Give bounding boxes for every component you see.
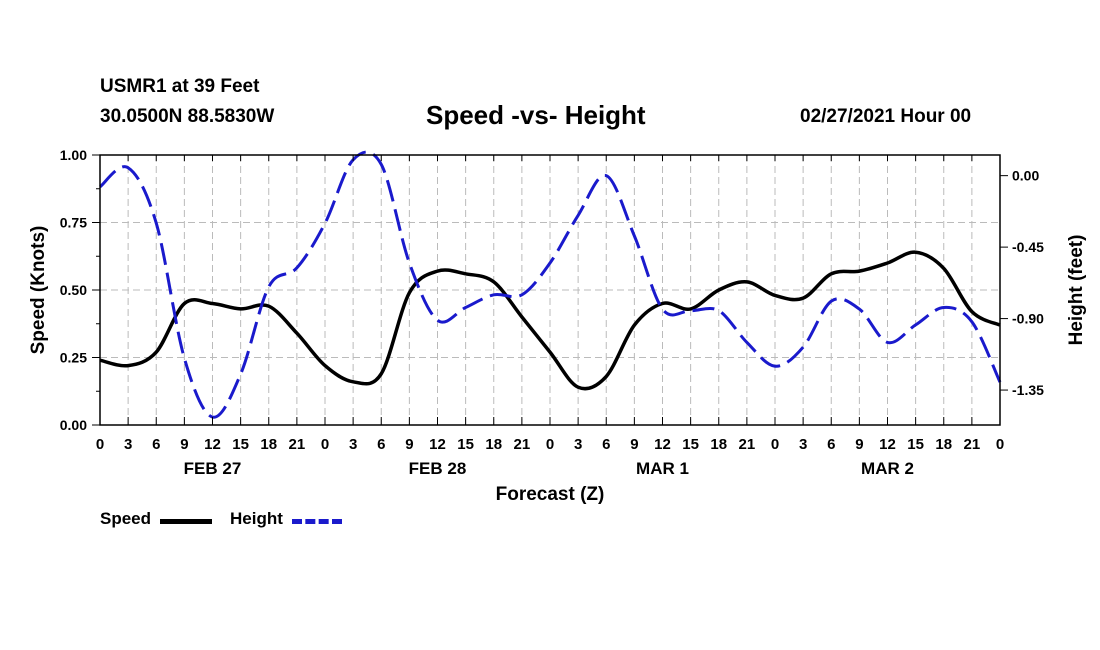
date-label: FEB 27 (184, 459, 242, 478)
x-tick-label: 9 (630, 436, 638, 453)
x-tick-label: 0 (546, 436, 554, 453)
y2-tick-label: -1.35 (1012, 382, 1044, 398)
x-tick-label: 21 (964, 436, 981, 453)
x-tick-label: 0 (996, 436, 1004, 453)
date-label: FEB 28 (409, 459, 467, 478)
x-tick-label: 3 (799, 436, 807, 453)
x-tick-label: 18 (710, 436, 727, 453)
x-tick-label: 3 (349, 436, 357, 453)
y2-tick-label: -0.90 (1012, 311, 1044, 327)
x-tick-label: 18 (485, 436, 502, 453)
x-tick-label: 15 (232, 436, 249, 453)
x-tick-label: 12 (204, 436, 221, 453)
x-tick-label: 18 (260, 436, 277, 453)
x-tick-label: 9 (855, 436, 863, 453)
x-tick-label: 3 (124, 436, 132, 453)
y-tick-label: 0.00 (60, 417, 87, 433)
legend-height-label: Height (230, 509, 283, 528)
x-tick-label: 0 (96, 436, 104, 453)
series-layer (99, 150, 1002, 419)
x-tick-label: 0 (321, 436, 329, 453)
legend-speed-label: Speed (100, 509, 152, 528)
axes: 0 3 6 9 12 15 18 21 0 3 6 9 12 15 18 21 0 3 6 9 12 15 18 21 0 3 6 9… (28, 147, 1087, 505)
y-axis-title: Speed (Knots) (28, 226, 49, 355)
y-tick-label: 1.00 (60, 147, 87, 163)
coordinates-label: 30.0500N 88.5830W (100, 106, 275, 127)
x-tick-label: 6 (152, 436, 160, 453)
x-tick-label: 9 (405, 436, 413, 453)
x-tick-label: 21 (289, 436, 306, 453)
date-label: MAR 1 (636, 459, 689, 478)
x-tick-label: 12 (654, 436, 671, 453)
x-axis-title: Forecast (Z) (496, 484, 605, 505)
y-tick-label: 0.50 (60, 282, 87, 298)
x-tick-label: 18 (935, 436, 952, 453)
x-tick-label: 6 (377, 436, 385, 453)
chart-title: Speed -vs- Height (426, 100, 646, 130)
x-tick-label: 21 (514, 436, 531, 453)
x-tick-label: 15 (457, 436, 474, 453)
station-label: USMR1 at 39 Feet (100, 76, 260, 97)
series-speed-line (99, 250, 1001, 391)
x-tick-label: 6 (827, 436, 835, 453)
legend-height-swatch (292, 519, 342, 524)
x-tick-label: 12 (879, 436, 896, 453)
y2-tick-label: 0.00 (1012, 168, 1039, 184)
y2-tick-label: -0.45 (1012, 239, 1044, 255)
x-tick-label: 15 (907, 436, 924, 453)
x-tick-label: 12 (429, 436, 446, 453)
x-tick-label: 9 (180, 436, 188, 453)
x-tick-label: 15 (682, 436, 699, 453)
y-tick-label: 0.75 (60, 215, 87, 231)
run-time-label: 02/27/2021 Hour 00 (800, 106, 972, 127)
x-tick-label: 0 (771, 436, 779, 453)
date-label: MAR 2 (861, 459, 914, 478)
x-tick-label: 3 (574, 436, 582, 453)
y2-axis-title: Height (feet) (1066, 235, 1087, 346)
x-tick-label: 21 (739, 436, 756, 453)
series-height-line (99, 150, 1002, 419)
grid (100, 155, 1000, 425)
y-tick-label: 0.25 (60, 350, 87, 366)
legend-speed-swatch (160, 519, 212, 524)
x-tick-label: 6 (602, 436, 610, 453)
